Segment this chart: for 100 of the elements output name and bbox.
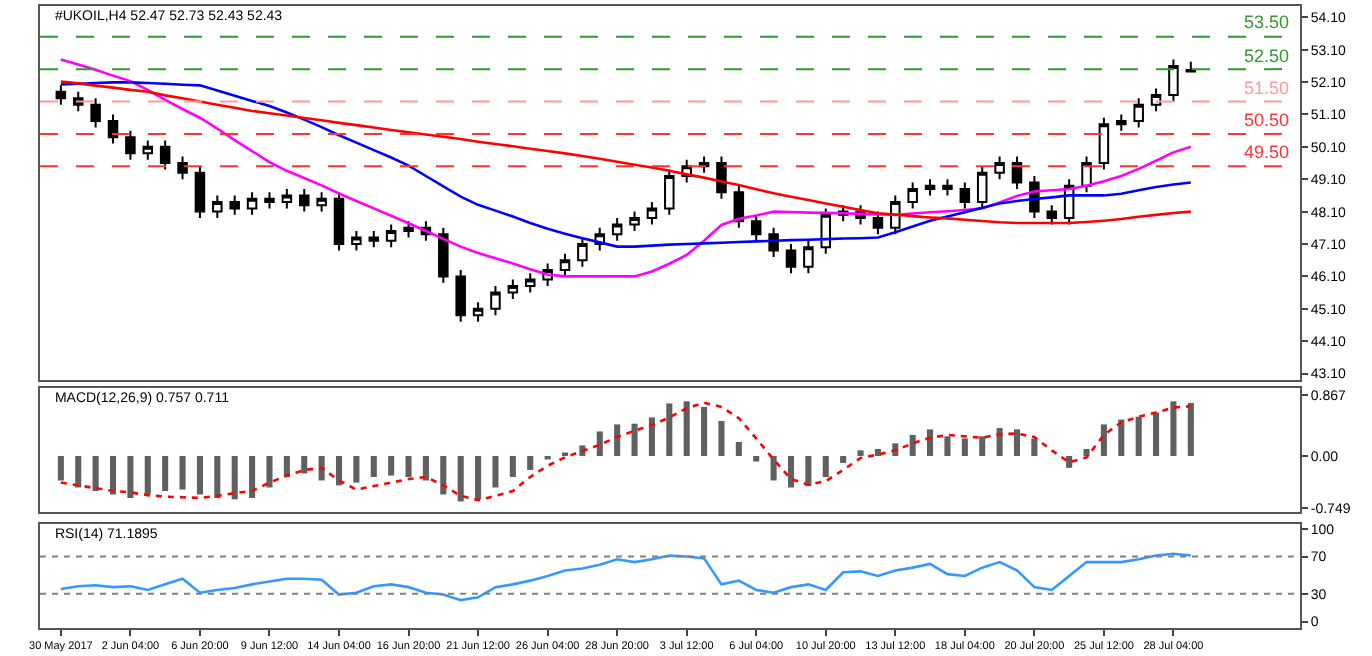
candlestick bbox=[333, 191, 345, 252]
candlestick bbox=[507, 278, 519, 301]
bar bbox=[301, 455, 308, 474]
candlestick bbox=[229, 194, 240, 216]
candlestick bbox=[924, 178, 936, 197]
candlestick bbox=[1150, 87, 1162, 113]
line-series bbox=[59, 401, 1193, 502]
bar bbox=[492, 455, 499, 488]
bar bbox=[231, 455, 238, 500]
bar bbox=[422, 455, 429, 481]
ref-line-label: 52.50 bbox=[1244, 46, 1290, 66]
candlestick bbox=[385, 223, 397, 249]
bar bbox=[996, 427, 1003, 456]
bar bbox=[196, 455, 203, 495]
candlestick bbox=[316, 191, 327, 213]
bar bbox=[822, 455, 829, 477]
bar bbox=[1187, 402, 1194, 456]
candlestick bbox=[125, 129, 136, 161]
candlestick bbox=[1116, 113, 1127, 132]
bar bbox=[1083, 448, 1090, 456]
candlestick bbox=[472, 301, 484, 323]
bar bbox=[353, 455, 360, 483]
bar bbox=[457, 455, 464, 502]
ref-line-label: 51.50 bbox=[1244, 78, 1290, 98]
candlestick bbox=[994, 155, 1005, 181]
bar bbox=[1170, 401, 1177, 456]
candlestick bbox=[55, 84, 67, 106]
candlestick bbox=[611, 217, 623, 242]
bar bbox=[979, 436, 986, 456]
bar bbox=[1135, 416, 1142, 456]
bar bbox=[75, 455, 82, 488]
bar bbox=[1118, 419, 1125, 456]
candlestick bbox=[1098, 116, 1110, 171]
bar bbox=[144, 455, 151, 495]
ref-line-label: 49.50 bbox=[1244, 142, 1290, 162]
candlestick bbox=[159, 139, 171, 171]
candlestick bbox=[368, 230, 380, 249]
candlestick bbox=[907, 181, 918, 210]
bar bbox=[127, 455, 134, 498]
bar bbox=[874, 448, 881, 456]
candlestick bbox=[750, 213, 762, 242]
bar bbox=[405, 455, 412, 477]
bar bbox=[1153, 412, 1160, 456]
bar bbox=[179, 455, 186, 490]
bar bbox=[249, 455, 256, 498]
candlestick bbox=[438, 226, 449, 284]
candlestick bbox=[664, 168, 675, 216]
ref-line-label: 53.50 bbox=[1244, 12, 1290, 32]
bar bbox=[666, 403, 673, 456]
bar bbox=[753, 455, 760, 462]
candlestick bbox=[559, 252, 571, 278]
candlestick bbox=[107, 113, 119, 145]
bar bbox=[683, 401, 690, 456]
candlestick bbox=[90, 97, 101, 129]
bar bbox=[840, 455, 847, 463]
candlestick bbox=[942, 178, 953, 197]
bar bbox=[509, 455, 516, 477]
bar bbox=[596, 431, 603, 456]
line-series bbox=[59, 552, 1193, 602]
bar bbox=[944, 436, 951, 456]
candlestick bbox=[490, 285, 501, 317]
candlestick bbox=[177, 155, 188, 181]
candlestick bbox=[959, 181, 971, 210]
bar bbox=[109, 455, 117, 495]
candlestick bbox=[264, 191, 275, 210]
candlestick bbox=[872, 210, 884, 236]
bar bbox=[388, 455, 395, 476]
line-series bbox=[59, 58, 1193, 278]
bar bbox=[701, 406, 708, 456]
bar bbox=[475, 455, 482, 500]
candlestick bbox=[1133, 97, 1144, 129]
bar bbox=[770, 455, 777, 481]
bar bbox=[266, 455, 273, 488]
candlestick bbox=[212, 194, 223, 220]
candlestick bbox=[1168, 58, 1179, 103]
candlestick bbox=[142, 139, 154, 161]
bar bbox=[370, 455, 377, 477]
bar bbox=[527, 455, 534, 470]
candlestick bbox=[455, 268, 466, 323]
bar bbox=[1066, 455, 1073, 468]
bar bbox=[631, 423, 638, 456]
bar bbox=[335, 455, 343, 486]
bar bbox=[735, 441, 742, 456]
candlestick bbox=[577, 236, 588, 268]
candlestick bbox=[281, 187, 293, 210]
bar bbox=[92, 455, 99, 491]
candlestick bbox=[785, 243, 797, 275]
bar bbox=[1013, 429, 1021, 456]
candlestick bbox=[976, 165, 988, 210]
bar bbox=[648, 417, 655, 456]
bar bbox=[57, 455, 64, 481]
bar bbox=[961, 438, 968, 456]
bar bbox=[1100, 424, 1107, 456]
candlestick bbox=[298, 187, 310, 213]
candlestick bbox=[351, 230, 362, 252]
bar bbox=[857, 450, 864, 456]
bar bbox=[805, 455, 812, 487]
bar bbox=[927, 429, 934, 456]
ref-line-label: 50.50 bbox=[1244, 110, 1290, 130]
candlestick bbox=[646, 200, 658, 226]
